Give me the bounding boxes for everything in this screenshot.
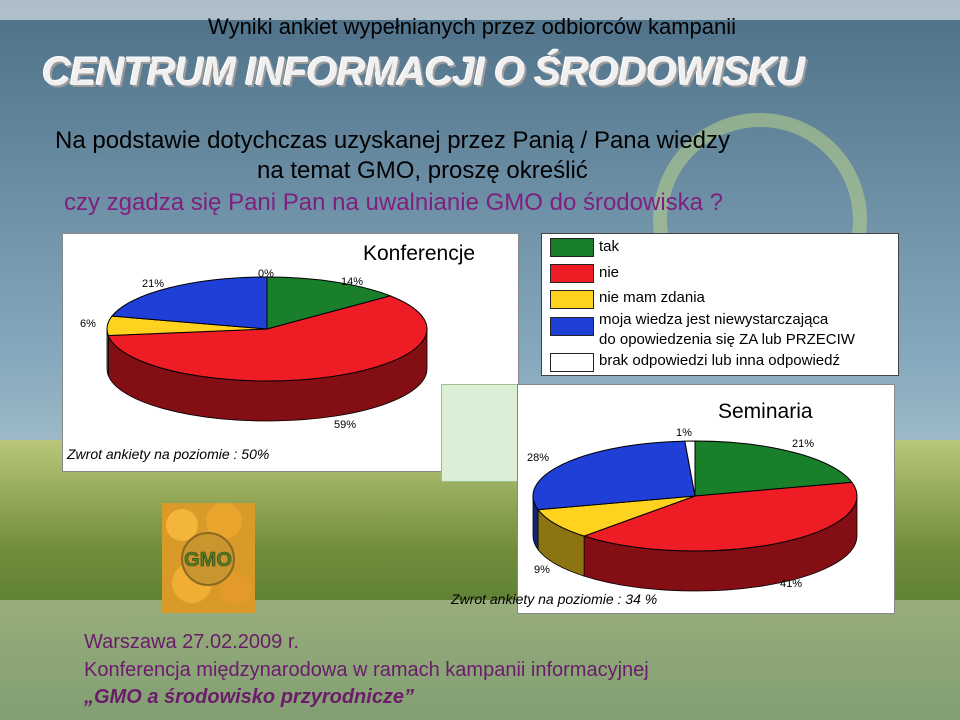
- legend-label-nie-mam-zdania: nie mam zdania: [599, 289, 705, 306]
- pie1-label-tak: 14%: [341, 276, 364, 288]
- question-line-1: Na podstawie dotychczas uzyskanej przez …: [55, 127, 731, 154]
- pie2-slice-nie: [582, 481, 858, 552]
- pie2-label-brak: 1%: [676, 427, 692, 439]
- legend-swatch-nie-mam-zdania: [550, 290, 594, 309]
- decorative-panel: [441, 384, 519, 482]
- pie2-slice-brak: [684, 440, 696, 497]
- pie1-label-brak: 0%: [258, 268, 274, 280]
- legend: tak nie nie mam zdania moja wiedza jest …: [541, 233, 899, 376]
- gmo-logo-image: GMO: [162, 503, 255, 613]
- legend-label-tak: tak: [599, 238, 620, 255]
- brand-banner: CENTRUM INFORMACJI O ŚRODOWISKU: [42, 50, 805, 94]
- legend-swatch-nie: [550, 264, 594, 283]
- pie1-slice-nie: [107, 295, 428, 382]
- svg-text:GMO: GMO: [184, 549, 232, 571]
- legend-label-wiedza: moja wiedza jest niewystarczająca do opo…: [599, 311, 855, 348]
- chart-konferencje-title: Konferencje: [363, 242, 476, 265]
- pie2-slice-tak: [694, 440, 853, 497]
- footer-campaign-name: „GMO a środowisko przyrodnicze”: [84, 686, 415, 708]
- pie2-label-tak: 21%: [792, 438, 815, 450]
- chart-seminaria-pie: [532, 440, 858, 592]
- legend-swatch-brak: [550, 353, 594, 372]
- chart-konferencje-return-note: Zwrot ankiety na poziomie : 50%: [67, 446, 270, 462]
- slide-title: Wyniki ankiet wypełnianych przez odbiorc…: [208, 14, 737, 39]
- pie2-label-nie: 41%: [780, 578, 803, 590]
- pie1-label-nie-mam-zdania: 6%: [80, 318, 96, 330]
- pie1-slice-tak: [266, 276, 392, 330]
- pie2-slice-wiedza: [532, 440, 696, 511]
- pie2-label-wiedza: 28%: [527, 452, 550, 464]
- legend-label-brak: brak odpowiedzi lub inna odpowiedź: [599, 352, 840, 369]
- footer-event: Konferencja międzynarodowa w ramach kamp…: [84, 659, 649, 681]
- legend-swatch-wiedza: [550, 317, 594, 336]
- chart-konferencje-pie: [106, 276, 428, 422]
- pie1-slice-wiedza: [111, 276, 268, 330]
- chart-seminaria-return-note: Zwrot ankiety na poziomie : 34 %: [451, 591, 658, 607]
- legend-swatch-tak: [550, 238, 594, 257]
- question-line-2: na temat GMO, proszę określić: [257, 157, 588, 184]
- chart-seminaria-title: Seminaria: [718, 400, 813, 423]
- pie2-label-nie-mam-zdania: 9%: [534, 564, 550, 576]
- question-line-3: czy zgadza się Pani Pan na uwalnianie GM…: [64, 189, 724, 216]
- pie1-label-nie: 59%: [334, 419, 357, 431]
- pie1-label-wiedza: 21%: [142, 278, 165, 290]
- legend-label-nie: nie: [599, 264, 620, 281]
- pie2-slice-nie-mam-zdania: [537, 495, 696, 537]
- footer-date: Warszawa 27.02.2009 r.: [84, 631, 299, 653]
